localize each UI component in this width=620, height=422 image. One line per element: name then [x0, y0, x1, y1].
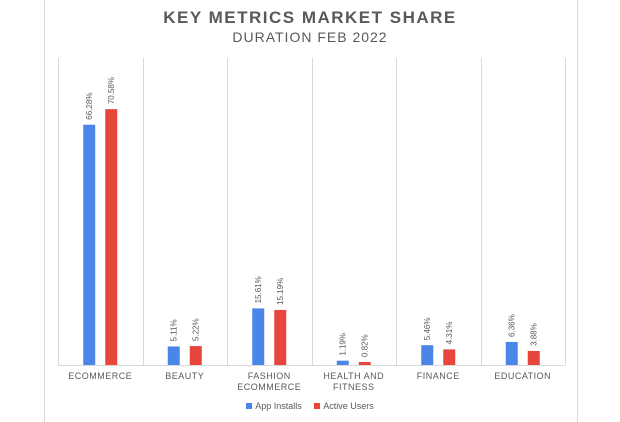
category-label: FINANCE [417, 371, 460, 381]
category-label: ECOMMERCE [68, 371, 132, 381]
data-label-app-installs: 1.19% [339, 333, 348, 356]
data-label-app-installs: 5.46% [423, 318, 432, 341]
data-label-app-installs: 6.36% [508, 314, 517, 337]
category-label: EDUCATION [494, 371, 551, 381]
bar-active-users [527, 350, 540, 365]
chart-title: KEY METRICS MARKET SHARE [163, 8, 457, 27]
data-label-active-users: 70.58% [107, 77, 116, 104]
legend-label-active-users: Active Users [323, 401, 374, 411]
legend-swatch-app-installs [246, 403, 253, 409]
data-label-active-users: 5.22% [192, 318, 201, 341]
bar-app-installs [167, 346, 180, 365]
chart-frame-left-edge [44, 0, 45, 422]
bar-active-users [358, 362, 371, 365]
legend-swatch-active-users [314, 403, 321, 409]
data-label-app-installs: 66.28% [85, 93, 94, 120]
bar-app-installs [336, 360, 349, 365]
chart-subtitle: DURATION FEB 2022 [232, 29, 388, 45]
bar-active-users [189, 346, 202, 365]
bar-app-installs [505, 341, 518, 365]
category-label: FITNESS [333, 382, 375, 392]
bar-app-installs [83, 124, 96, 365]
data-label-app-installs: 15.61% [254, 276, 263, 303]
bar-app-installs [252, 308, 265, 365]
bar-active-users [443, 349, 456, 365]
category-label: BEAUTY [165, 371, 204, 381]
category-label: FASHION [248, 371, 291, 381]
category-label: ECOMMERCE [237, 382, 301, 392]
data-label-active-users: 4.31% [445, 322, 454, 345]
chart-frame-right-edge [577, 0, 578, 422]
data-label-app-installs: 5.11% [170, 319, 179, 341]
bar-app-installs [421, 345, 434, 365]
bar-active-users [274, 309, 287, 365]
data-label-active-users: 15.19% [276, 278, 285, 305]
bar-active-users [105, 109, 118, 366]
category-label: HEALTH AND [323, 371, 384, 381]
data-label-active-users: 0.82% [361, 334, 370, 357]
legend-label-app-installs: App Installs [255, 401, 302, 411]
data-label-active-users: 3.88% [530, 323, 539, 346]
chart-legend: App Installs Active Users [0, 401, 620, 411]
legend-item-active-users: Active Users [314, 401, 374, 411]
legend-item-app-installs: App Installs [246, 401, 302, 411]
